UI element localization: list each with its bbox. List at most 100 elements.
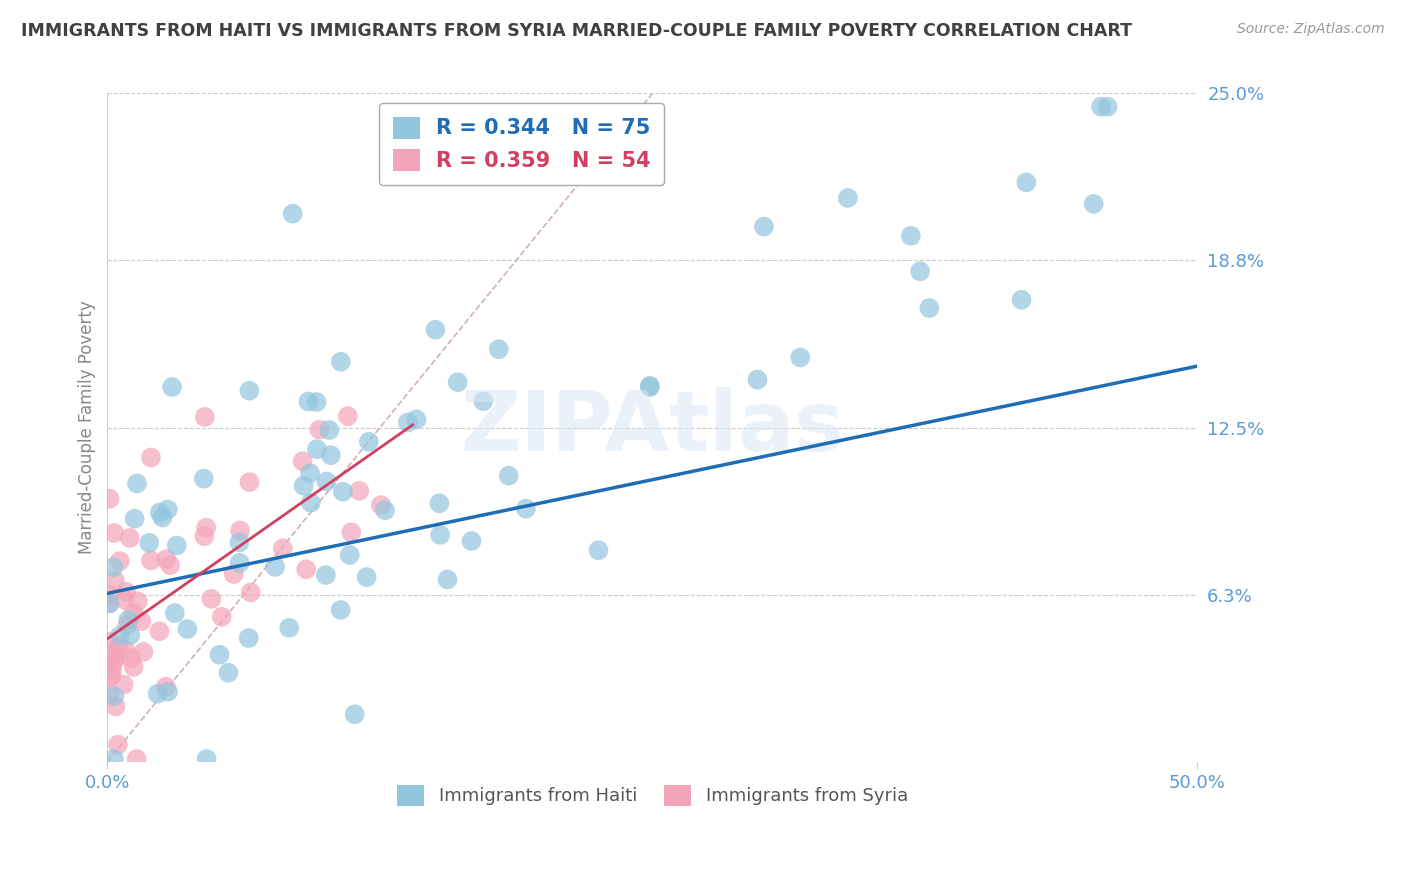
Point (305, 442, 328, 457)
Point (789, 351, 811, 365)
Point (222, 567, 245, 582)
Point (150, 510, 173, 524)
Point (200, 591, 222, 606)
Point (208, 648, 231, 662)
Point (305, 395, 328, 409)
Point (1011, 293, 1033, 307)
Point (318, 423, 340, 437)
Point (588, 543, 610, 558)
Point (238, 475, 260, 489)
Point (160, 380, 183, 394)
Point (122, 660, 145, 674)
Point (747, 373, 769, 387)
Point (900, 228, 922, 243)
Point (122, 606, 145, 620)
Point (308, 423, 330, 437)
Point (396, 416, 419, 430)
Point (228, 556, 250, 570)
Point (349, 483, 371, 498)
Point (1083, 197, 1105, 211)
Point (101, 646, 124, 660)
Point (211, 610, 233, 624)
Point (339, 548, 361, 562)
Point (425, 323, 447, 337)
Point (139, 553, 162, 567)
Point (370, 498, 392, 512)
Point (166, 539, 188, 553)
Point (297, 394, 319, 409)
Point (271, 541, 294, 556)
Point (98, 687, 121, 701)
Point (299, 467, 322, 481)
Point (229, 524, 252, 538)
Point (1015, 175, 1038, 189)
Point (193, 472, 215, 486)
Point (127, 594, 149, 608)
Point (238, 384, 260, 398)
Point (429, 496, 451, 510)
Point (228, 535, 250, 549)
Point (118, 531, 141, 545)
Point (429, 528, 451, 542)
Point (405, 412, 427, 426)
Point (447, 375, 470, 389)
Point (217, 665, 239, 680)
Point (103, 752, 125, 766)
Point (329, 603, 352, 617)
Point (103, 560, 125, 574)
Point (139, 450, 162, 465)
Point (156, 502, 179, 516)
Point (117, 613, 139, 627)
Point (103, 689, 125, 703)
Point (374, 503, 396, 517)
Point (315, 568, 337, 582)
Point (837, 191, 859, 205)
Point (117, 618, 139, 632)
Point (114, 592, 136, 607)
Point (488, 343, 510, 357)
Point (98, 491, 121, 506)
Point (515, 501, 537, 516)
Point (278, 621, 301, 635)
Point (295, 562, 318, 576)
Point (108, 629, 131, 643)
Point (120, 651, 142, 665)
Point (332, 484, 354, 499)
Point (291, 454, 314, 468)
Point (319, 448, 342, 462)
Point (329, 355, 352, 369)
Point (114, 643, 136, 657)
Point (238, 631, 260, 645)
Point (638, 380, 661, 394)
Text: ZIPAtlas: ZIPAtlas (461, 387, 845, 468)
Point (98, 596, 121, 610)
Point (125, 476, 148, 491)
Point (159, 558, 181, 573)
Point (340, 525, 363, 540)
Text: Source: ZipAtlas.com: Source: ZipAtlas.com (1237, 22, 1385, 37)
Point (752, 219, 775, 234)
Point (155, 552, 177, 566)
Point (281, 207, 304, 221)
Point (148, 624, 170, 639)
Point (103, 526, 125, 541)
Point (292, 479, 315, 493)
Point (98, 588, 121, 602)
Point (638, 379, 661, 393)
Point (163, 606, 186, 620)
Point (239, 585, 262, 599)
Point (120, 628, 142, 642)
Point (107, 738, 129, 752)
Point (908, 264, 931, 278)
Point (104, 699, 127, 714)
Point (315, 475, 337, 489)
Point (155, 680, 177, 694)
Point (108, 554, 131, 568)
Point (98, 654, 121, 668)
Point (104, 574, 127, 588)
Point (125, 752, 148, 766)
Point (472, 394, 495, 409)
Point (343, 707, 366, 722)
Point (98, 634, 121, 648)
Point (193, 529, 215, 543)
